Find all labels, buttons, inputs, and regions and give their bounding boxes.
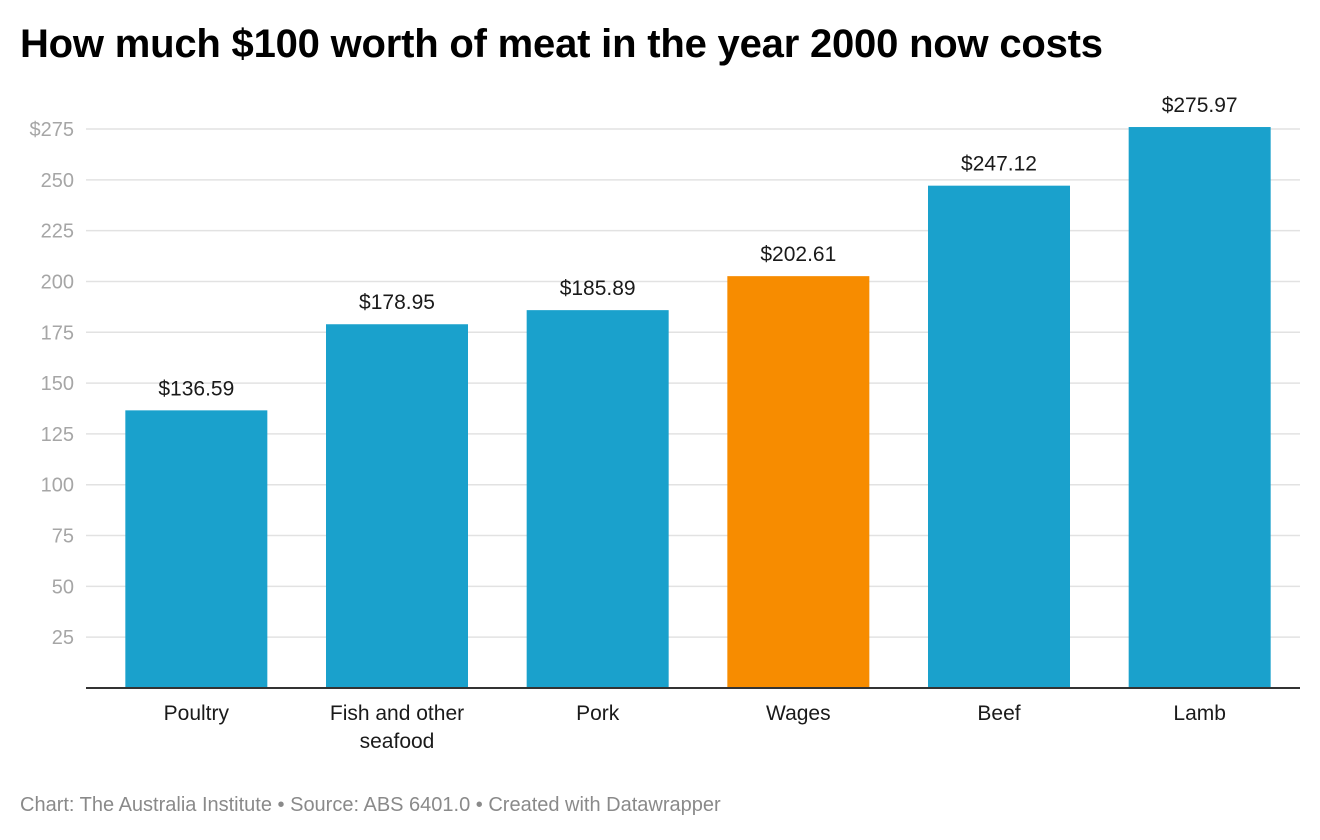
chart-footer: Chart: The Australia Institute • Source:…	[20, 794, 721, 816]
x-tick-label: Pork	[576, 702, 620, 725]
data-label: $275.97	[1162, 94, 1238, 117]
chart-title: How much $100 worth of meat in the year …	[20, 22, 1103, 66]
x-tick-label: Beef	[977, 702, 1020, 725]
bar	[928, 185, 1070, 689]
x-tick-label: Fish and other	[330, 702, 464, 725]
data-labels: $136.59 $178.95 $185.89 $202.61 $247.12 $275.…	[158, 94, 1237, 400]
y-axis-ticks: 25 50 75 100 125 150 175 200 225 250 $275	[30, 119, 75, 649]
y-tick-label: 25	[52, 627, 74, 649]
y-tick-label: $275	[30, 119, 75, 141]
bar	[1128, 127, 1271, 688]
x-tick-label: seafood	[360, 730, 435, 753]
x-tick-label: Poultry	[164, 702, 230, 725]
bars	[125, 127, 1271, 689]
y-tick-label: 175	[41, 322, 74, 344]
x-tick-label: Lamb	[1173, 702, 1226, 725]
bar	[326, 324, 468, 688]
gridlines	[86, 128, 1300, 638]
y-tick-label: 150	[41, 373, 74, 395]
x-axis-ticks: Poultry Fish and other seafood Pork Wages Bee…	[164, 702, 1226, 753]
data-label: $247.12	[961, 153, 1037, 176]
y-tick-label: 250	[41, 170, 74, 192]
x-tick-label: Wages	[766, 702, 831, 725]
y-tick-label: 200	[41, 271, 74, 293]
data-label: $178.95	[359, 291, 435, 314]
data-label: $202.61	[760, 243, 836, 266]
data-label: $185.89	[560, 277, 636, 300]
y-tick-label: 125	[41, 424, 74, 446]
data-label: $136.59	[158, 377, 234, 400]
bar	[125, 410, 268, 688]
y-tick-label: 75	[52, 526, 74, 548]
bar	[526, 310, 669, 688]
bar	[727, 276, 870, 688]
y-tick-label: 50	[52, 576, 74, 598]
y-tick-label: 100	[41, 475, 74, 497]
y-tick-label: 225	[41, 221, 74, 243]
